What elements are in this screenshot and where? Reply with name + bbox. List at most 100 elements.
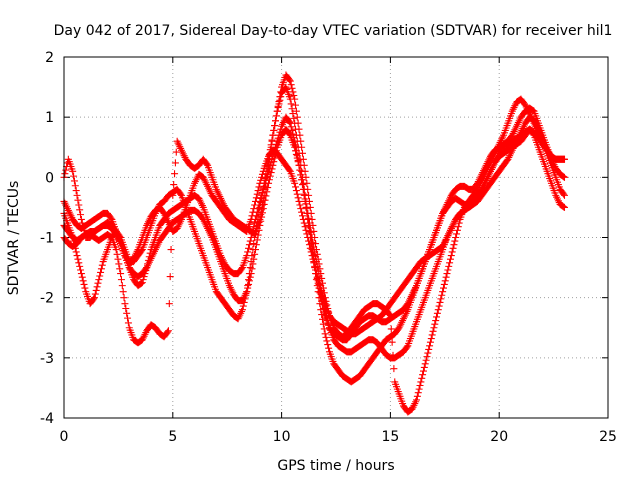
data-point: [255, 183, 263, 191]
data-point: [275, 98, 283, 106]
data-point: [94, 279, 102, 287]
data-point: [243, 288, 251, 296]
data-point: [299, 215, 307, 223]
data-point: [244, 284, 252, 292]
data-point: [308, 215, 316, 223]
data-point: [444, 266, 452, 274]
y-tick-label: 0: [45, 170, 54, 186]
data-point: [390, 365, 398, 373]
data-point: [251, 246, 259, 254]
data-point: [263, 173, 271, 181]
data-point: [169, 191, 177, 199]
data-point: [142, 265, 150, 273]
data-point: [417, 378, 425, 386]
data-point: [114, 255, 122, 263]
data-point: [439, 284, 447, 292]
data-point: [72, 187, 80, 195]
data-point: [442, 273, 450, 281]
data-point: [319, 315, 327, 323]
data-point: [117, 276, 125, 284]
data-point: [305, 214, 313, 222]
data-point: [293, 113, 301, 121]
data-point: [287, 100, 295, 108]
data-point: [289, 88, 297, 96]
data-point: [297, 205, 305, 213]
data-point: [301, 223, 309, 231]
data-point: [272, 117, 280, 125]
data-point: [257, 211, 265, 219]
data-point: [77, 266, 85, 274]
data-point: [403, 343, 411, 351]
data-point: [168, 218, 176, 226]
data-point: [272, 112, 280, 120]
data-point: [266, 149, 274, 157]
data-point: [503, 156, 511, 164]
data-point: [285, 76, 293, 84]
data-point: [76, 262, 84, 270]
y-tick-label: -2: [40, 291, 54, 307]
data-point: [238, 265, 246, 273]
data-point: [97, 265, 105, 273]
data-point: [312, 240, 320, 248]
data-point: [250, 255, 258, 263]
data-point: [177, 190, 185, 198]
data-point: [297, 137, 305, 145]
data-point: [91, 290, 99, 298]
x-tick-label: 20: [490, 429, 508, 445]
data-point: [292, 101, 300, 109]
data-point: [291, 95, 299, 103]
data-point: [452, 234, 460, 241]
data-point: [426, 338, 434, 346]
data-point: [304, 185, 312, 193]
data-point: [298, 208, 306, 216]
data-point: [296, 166, 304, 174]
data-point: [245, 277, 253, 285]
data-point: [305, 237, 313, 245]
data-point: [293, 190, 301, 198]
data-point: [303, 205, 311, 213]
data-point: [245, 241, 253, 249]
data-point: [255, 218, 263, 226]
data-point: [318, 274, 326, 282]
data-point: [119, 288, 127, 296]
data-point: [436, 298, 444, 306]
data-point: [239, 302, 247, 310]
data-point: [445, 262, 453, 270]
data-point: [451, 237, 459, 245]
data-point: [77, 270, 85, 278]
data-point: [448, 248, 456, 256]
data-point: [288, 105, 296, 113]
data-point: [61, 170, 69, 178]
data-point: [246, 264, 254, 272]
data-point: [301, 195, 309, 203]
data-point: [79, 277, 87, 285]
data-point: [77, 211, 85, 219]
data-point: [455, 219, 463, 227]
data-point: [247, 234, 255, 241]
data-point: [454, 223, 462, 231]
data-point: [419, 371, 427, 379]
data-point: [238, 306, 246, 314]
data-point: [292, 183, 300, 191]
data-point: [98, 261, 106, 269]
data-point: [433, 309, 441, 317]
data-point: [308, 252, 316, 260]
data-point: [560, 173, 568, 181]
y-tick-label: -1: [40, 231, 54, 247]
data-point: [298, 212, 306, 220]
data-point: [301, 167, 309, 175]
data-point: [164, 328, 172, 336]
data-point: [272, 147, 280, 155]
data-point: [291, 143, 299, 151]
data-point: [171, 170, 179, 178]
data-point: [252, 194, 260, 202]
data-point: [251, 197, 259, 205]
data-point: [286, 77, 294, 85]
data-point: [121, 300, 129, 308]
data-point: [320, 289, 328, 297]
data-point: [560, 155, 568, 163]
data-point: [418, 374, 426, 382]
data-point: [260, 182, 268, 190]
data-point: [413, 396, 421, 404]
data-point: [69, 167, 77, 175]
